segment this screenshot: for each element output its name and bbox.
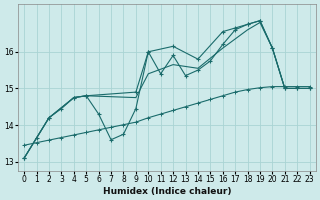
X-axis label: Humidex (Indice chaleur): Humidex (Indice chaleur) (103, 187, 231, 196)
